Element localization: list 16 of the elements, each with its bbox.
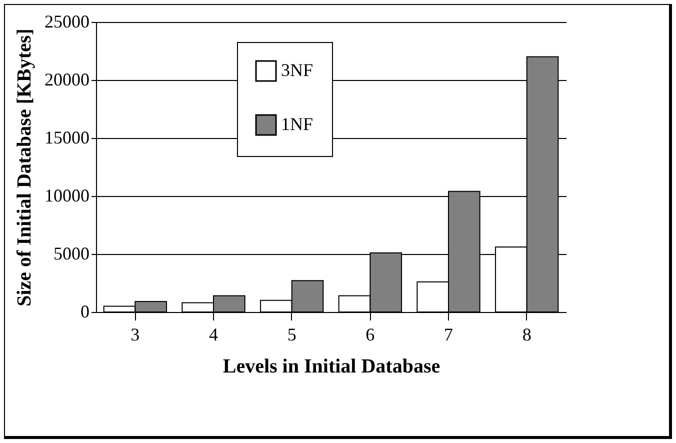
y-axis-title: Size of Initial Database [KBytes] [14,28,36,306]
legend-label: 1NF [281,114,314,134]
x-tick-label: 3 [130,324,140,344]
y-tick-label: 15000 [44,128,90,148]
x-tick-label: 8 [522,324,532,344]
x-tick-label: 7 [444,324,453,344]
y-tick-label: 20000 [44,70,90,90]
legend-label: 3NF [281,60,314,80]
x-tick-label: 4 [209,324,218,344]
y-tick-label: 0 [80,302,90,322]
y-tick-label: 25000 [44,12,90,32]
x-tick-label: 5 [287,324,296,344]
x-tick-label: 6 [366,324,375,344]
y-tick-label: 5000 [54,244,90,264]
y-tick-label: 10000 [44,186,90,206]
x-axis-title: Levels in Initial Database [222,356,440,378]
